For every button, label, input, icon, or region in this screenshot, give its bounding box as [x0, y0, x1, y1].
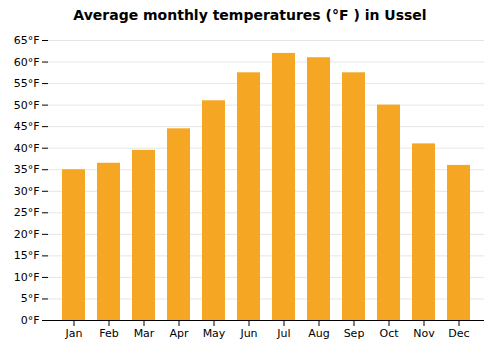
svg-text:60°F: 60°F — [14, 56, 40, 69]
svg-text:10°F: 10°F — [14, 271, 40, 284]
svg-text:Sep: Sep — [344, 327, 365, 340]
svg-text:20°F: 20°F — [14, 228, 40, 241]
svg-text:Jan: Jan — [65, 327, 83, 340]
svg-text:55°F: 55°F — [14, 77, 40, 90]
svg-text:0°F: 0°F — [21, 314, 40, 327]
svg-text:5°F: 5°F — [21, 292, 40, 305]
svg-text:15°F: 15°F — [14, 249, 40, 262]
html-text:Average monthly temperatures (: Average monthly temperatures (°F ) in Us… — [73, 7, 427, 23]
svg-text:Jul: Jul — [276, 327, 290, 340]
svg-text:40°F: 40°F — [14, 142, 40, 155]
svg-text:65°F: 65°F — [14, 34, 40, 47]
svg-text:Aug: Aug — [308, 327, 329, 340]
svg-text:May: May — [203, 327, 226, 340]
svg-text:Dec: Dec — [448, 327, 469, 340]
svg-text:Feb: Feb — [99, 327, 118, 340]
svg-text:Oct: Oct — [379, 327, 399, 340]
svg-text:50°F: 50°F — [14, 99, 40, 112]
svg-text:25°F: 25°F — [14, 206, 40, 219]
svg-text:Mar: Mar — [134, 327, 155, 340]
svg-text:Nov: Nov — [413, 327, 435, 340]
svg-text:Jun: Jun — [239, 327, 257, 340]
svg-text:30°F: 30°F — [14, 185, 40, 198]
svg-text:Apr: Apr — [169, 327, 189, 340]
svg-text:45°F: 45°F — [14, 120, 40, 133]
svg-text:35°F: 35°F — [14, 163, 40, 176]
